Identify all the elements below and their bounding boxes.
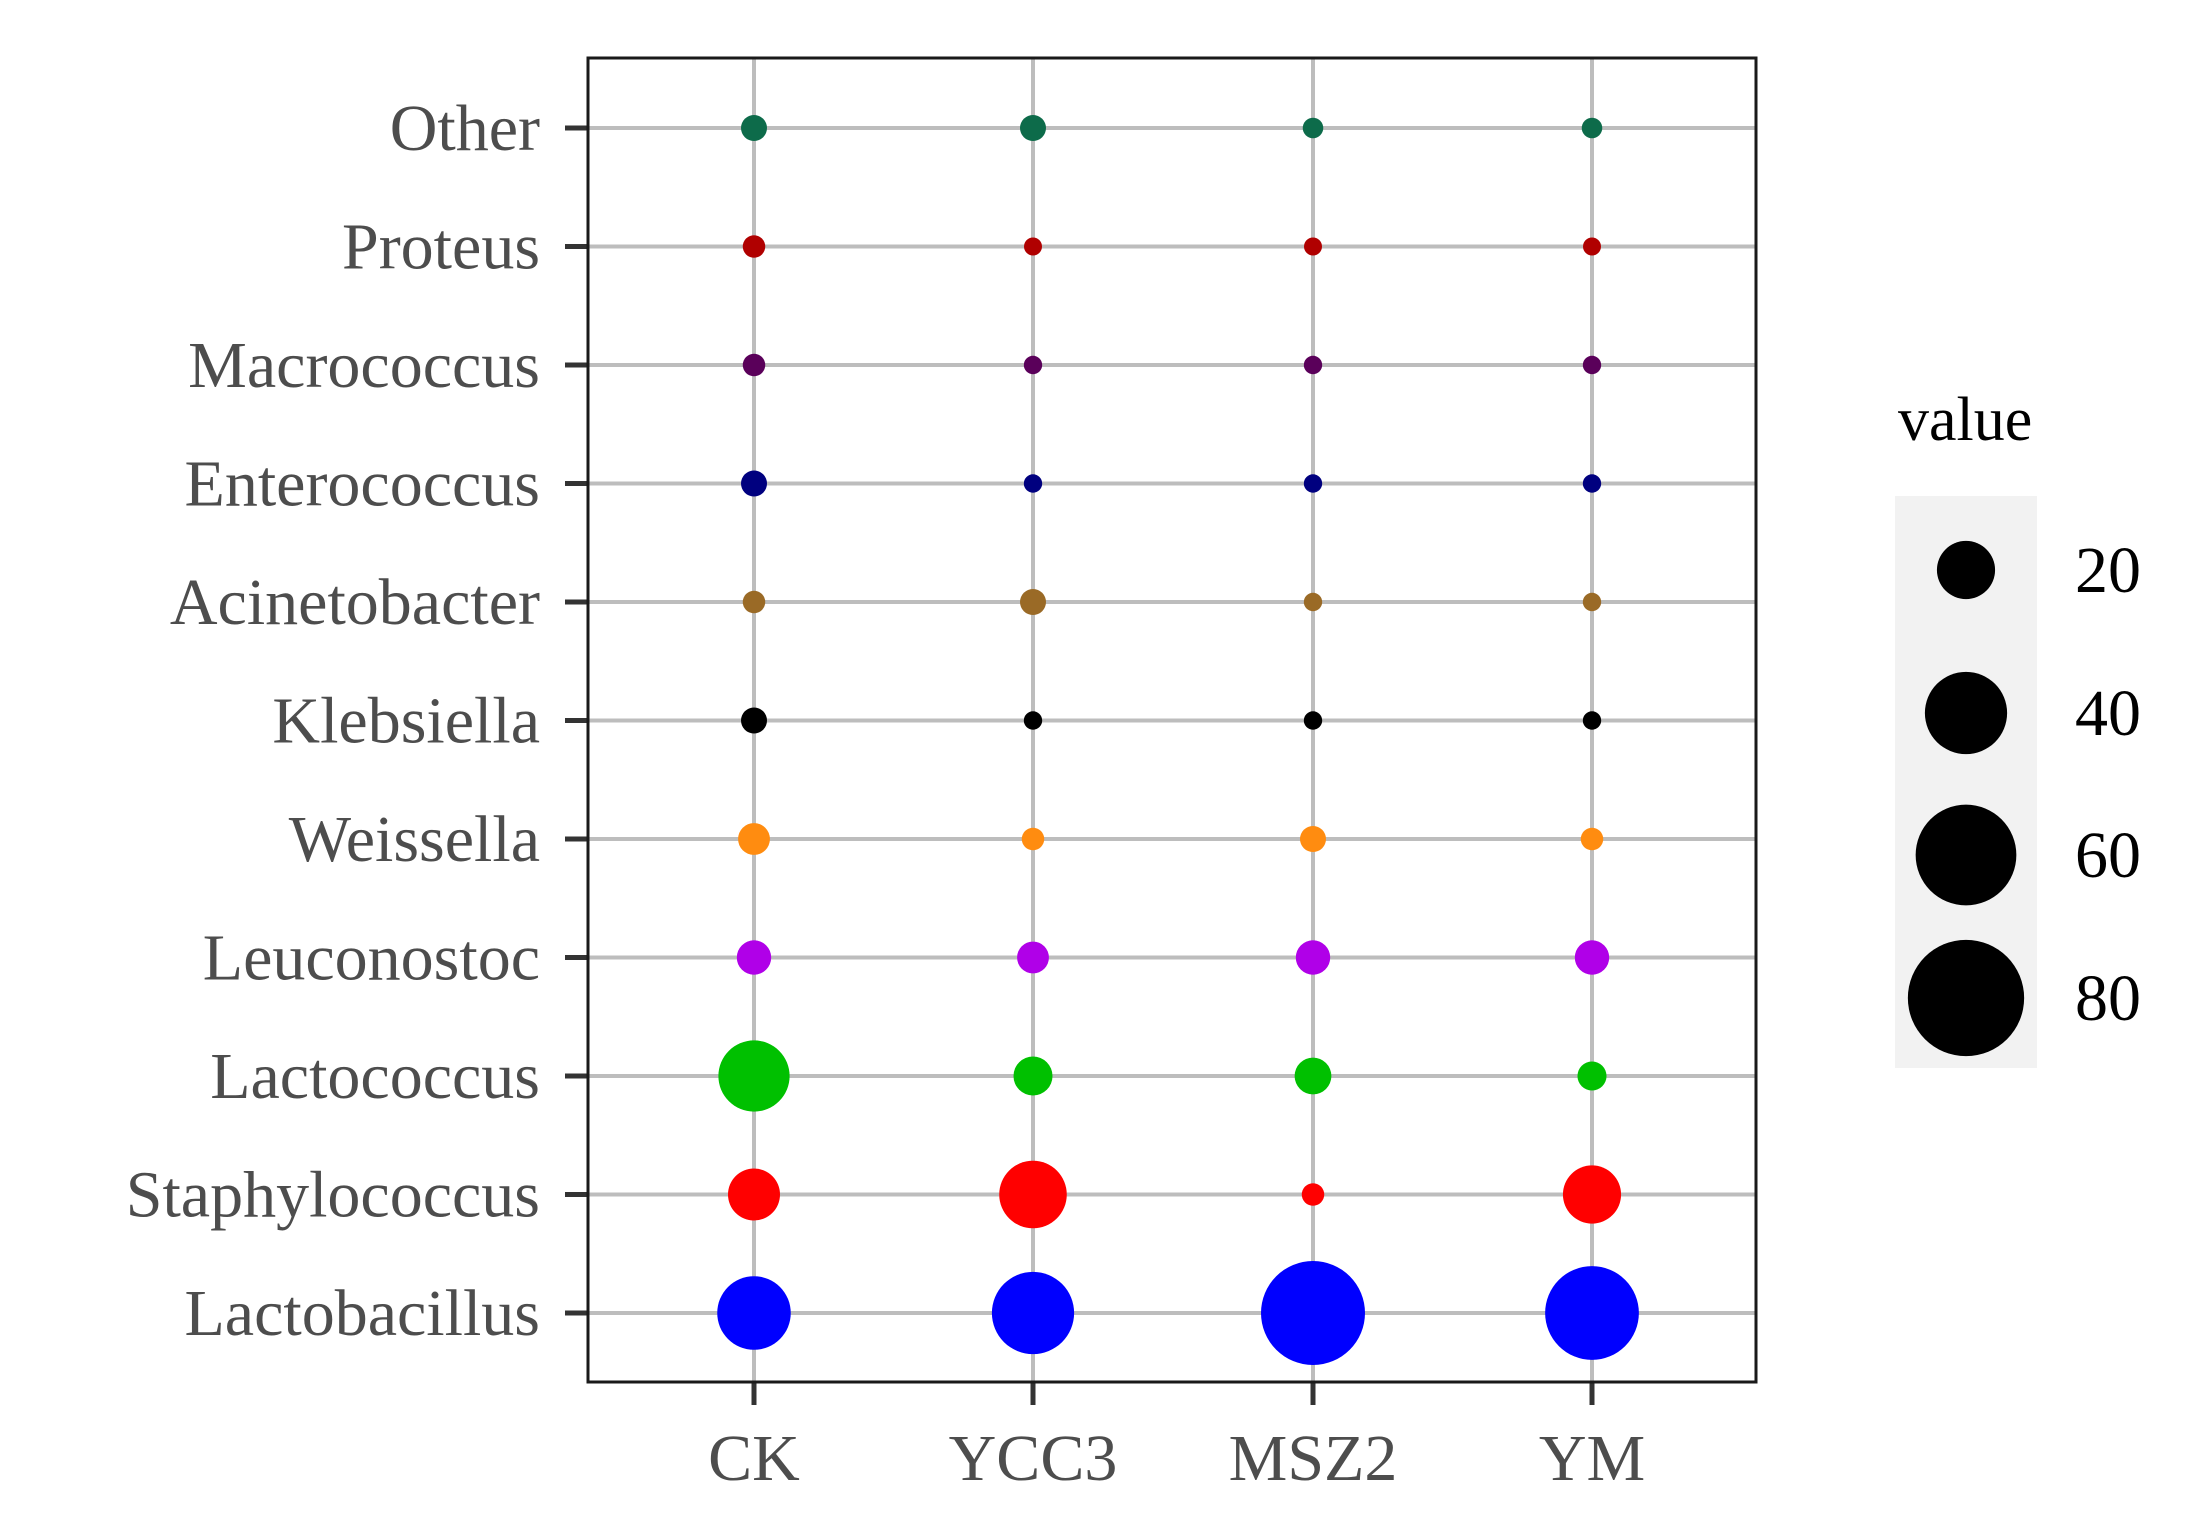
bubble (1581, 117, 1603, 139)
bubble (991, 1271, 1075, 1355)
x-tick-label: MSZ2 (1229, 1422, 1398, 1495)
legend-title: value (1898, 386, 2032, 454)
bubble (741, 470, 767, 497)
bubble (1582, 711, 1602, 730)
x-axis: CK YCC3 MSZ2 YM (708, 1382, 1645, 1495)
legend-key-circle (1915, 804, 2017, 906)
bubble (741, 115, 767, 141)
y-tick-label: Enterococcus (185, 448, 541, 521)
bubble (1304, 237, 1322, 256)
bubble (1294, 1057, 1332, 1095)
y-tick-label: Other (390, 92, 540, 165)
y-tick-label: Proteus (342, 211, 540, 284)
bubble (1301, 1183, 1325, 1206)
y-tick-label: Leuconostoc (203, 922, 540, 995)
legend-key-circle (1924, 671, 2008, 755)
bubble (738, 823, 770, 855)
bubble (1303, 711, 1323, 730)
bubble (1020, 589, 1046, 615)
bubble (1023, 711, 1043, 730)
bubble (1582, 355, 1602, 375)
bubbles (717, 115, 1639, 1365)
legend-key-circle (1907, 939, 2025, 1057)
legend-key-label: 20 (2075, 534, 2141, 607)
bubble (1023, 355, 1043, 375)
legend-key-label: 80 (2075, 962, 2141, 1035)
y-tick-label: Klebsiella (272, 685, 540, 758)
bubble (1583, 237, 1601, 256)
bubble (1021, 827, 1045, 851)
bubble (1545, 1266, 1639, 1360)
bubble (1582, 592, 1602, 612)
bubble (1023, 474, 1043, 493)
bubble (1013, 1056, 1053, 1096)
bubble (1577, 1061, 1607, 1091)
bubble (1562, 1165, 1622, 1224)
bubble (1020, 115, 1046, 141)
bubble (1303, 592, 1323, 612)
legend-key-label: 40 (2075, 677, 2141, 750)
bubble (1303, 355, 1323, 375)
bubble (718, 1040, 790, 1112)
y-tick-label: Macrococcus (188, 329, 540, 402)
bubble (1580, 827, 1604, 851)
y-tick-label: Lactobacillus (184, 1277, 540, 1350)
bubble (742, 235, 766, 258)
bubble (1261, 1261, 1365, 1365)
bubble (736, 940, 772, 975)
y-tick-label: Lactococcus (210, 1040, 540, 1113)
y-axis: Lactobacillus Staphylococcus Lactococcus Le… (126, 92, 588, 1350)
bubble (1582, 474, 1602, 493)
size-legend: value 20 40 60 80 (1895, 386, 2141, 1068)
y-tick-label: Acinetobacter (170, 566, 540, 639)
legend-key-label: 60 (2075, 819, 2141, 892)
x-tick-label: YCC3 (949, 1422, 1118, 1495)
y-tick-label: Staphylococcus (126, 1159, 540, 1232)
bubble (1300, 826, 1326, 852)
plot-panel-border (586, 56, 1758, 1384)
bubble (1024, 237, 1042, 256)
bubble (742, 353, 766, 377)
legend-key-circle (1936, 540, 1996, 600)
x-tick-label: CK (708, 1422, 800, 1495)
bubble (999, 1160, 1067, 1229)
y-tick-label: Weissella (289, 803, 540, 876)
bubble (1017, 941, 1049, 974)
bubble (1302, 117, 1324, 139)
bubble (741, 707, 767, 734)
bubble (1295, 940, 1331, 975)
bubble (728, 1168, 780, 1221)
bubble (717, 1276, 791, 1350)
bubble (1303, 474, 1323, 493)
bubble (742, 590, 766, 614)
bubble (1574, 940, 1610, 975)
x-tick-label: YM (1539, 1422, 1645, 1495)
